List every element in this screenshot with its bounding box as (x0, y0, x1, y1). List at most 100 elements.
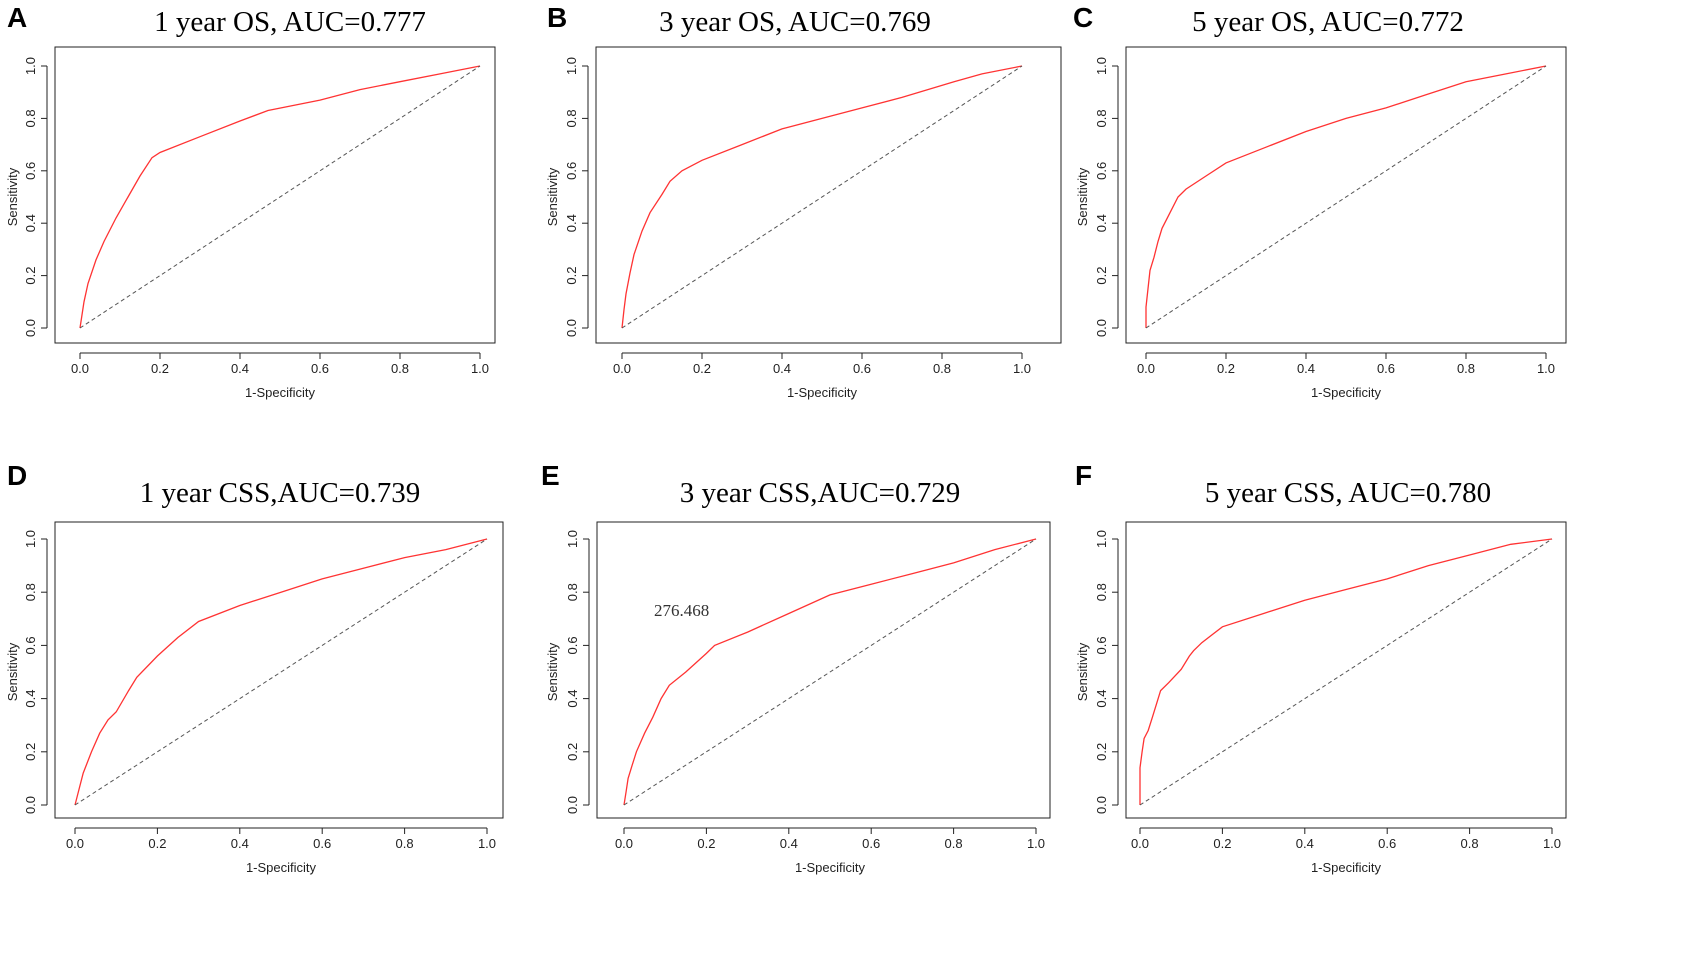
x-tick-label: 0.6 (862, 836, 880, 851)
reference-diagonal-line (74, 538, 488, 806)
panel-letter-d: D (7, 460, 28, 491)
x-tick-label: 0.6 (313, 836, 331, 851)
x-tick-label: 0.4 (780, 836, 798, 851)
reference-diagonal-line (79, 65, 481, 329)
y-axis-label: Sensitivity (5, 167, 20, 226)
y-tick-label: 0.2 (565, 743, 580, 761)
y-tick-label: 0.2 (1094, 267, 1109, 285)
y-tick-label: 0.8 (564, 109, 579, 127)
y-tick-label: 0.0 (1094, 796, 1109, 814)
x-tick-label: 0.0 (71, 361, 89, 376)
x-tick-label: 1.0 (1543, 836, 1561, 851)
y-tick-label: 0.8 (23, 583, 38, 601)
x-tick-label: 0.2 (151, 361, 169, 376)
y-tick-label: 0.6 (23, 162, 38, 180)
x-axis-label: 1-Specificity (1311, 385, 1382, 400)
y-tick-label: 1.0 (1094, 530, 1109, 548)
x-tick-label: 1.0 (1537, 361, 1555, 376)
y-tick-label: 0.2 (23, 743, 38, 761)
x-tick-label: 0.0 (1137, 361, 1155, 376)
x-tick-label: 0.6 (311, 361, 329, 376)
y-tick-label: 1.0 (564, 57, 579, 75)
roc-curve (621, 65, 1023, 329)
y-axis-label: Sensitivity (5, 642, 20, 701)
reference-diagonal-line (1145, 65, 1547, 329)
x-axis-label: 1-Specificity (246, 860, 317, 875)
plot-frame (1125, 521, 1567, 819)
x-tick-label: 1.0 (471, 361, 489, 376)
roc-chart-e: 0.0 0.2 0.4 0.6 0.8 1.0 1-Specificity 0.0 0.2 0.4… (545, 521, 1051, 875)
x-axis-label: 1-Specificity (1311, 860, 1382, 875)
roc-curve (74, 538, 488, 806)
panel-title-a: 1 year OS, AUC=0.777 (154, 6, 426, 38)
x-tick-label: 0.6 (853, 361, 871, 376)
panel-letter-e: E (541, 460, 560, 491)
x-axis-label: 1-Specificity (245, 385, 316, 400)
x-tick-label: 0.4 (1296, 836, 1314, 851)
reference-diagonal-line (621, 65, 1023, 329)
x-tick-label: 0.0 (66, 836, 84, 851)
y-tick-label: 0.6 (1094, 162, 1109, 180)
plot-frame (54, 521, 504, 819)
x-tick-label: 0.0 (615, 836, 633, 851)
y-axis-label: Sensitivity (545, 167, 560, 226)
x-tick-label: 0.2 (1217, 361, 1235, 376)
reference-diagonal-line (623, 538, 1037, 806)
x-axis-label: 1-Specificity (787, 385, 858, 400)
roc-curve (1139, 538, 1553, 805)
roc-curve (79, 65, 481, 329)
x-tick-label: 0.6 (1377, 361, 1395, 376)
y-tick-label: 0.6 (1094, 636, 1109, 654)
y-tick-label: 0.8 (1094, 109, 1109, 127)
roc-curve (623, 538, 1037, 806)
x-tick-label: 0.0 (1131, 836, 1149, 851)
panel-letter-a: A (7, 2, 28, 33)
y-tick-label: 0.4 (1094, 690, 1109, 708)
x-tick-label: 0.4 (1297, 361, 1315, 376)
roc-chart-d: 0.0 0.2 0.4 0.6 0.8 1.0 1-Specificity 0.0 0.2 0.4… (5, 521, 504, 875)
y-axis-label: Sensitivity (545, 642, 560, 701)
panel-title-d: 1 year CSS,AUC=0.739 (139, 477, 421, 509)
plot-frame (1125, 46, 1567, 344)
roc-curve (1145, 65, 1547, 328)
y-tick-label: 0.6 (23, 636, 38, 654)
x-tick-label: 0.4 (231, 361, 249, 376)
x-tick-label: 0.2 (697, 836, 715, 851)
y-tick-label: 0.2 (23, 267, 38, 285)
x-tick-label: 0.4 (231, 836, 249, 851)
y-tick-label: 0.0 (23, 796, 38, 814)
x-tick-label: 0.2 (148, 836, 166, 851)
roc-chart-a: 0.0 0.2 0.4 0.6 0.8 1.0 1-Specificity 0.0 0.2 0.4… (5, 46, 496, 400)
y-tick-label: 0.4 (565, 690, 580, 708)
reference-diagonal-line (1139, 538, 1553, 806)
panel-letter-f: F (1075, 460, 1093, 491)
x-tick-label: 0.8 (391, 361, 409, 376)
x-tick-label: 0.8 (1457, 361, 1475, 376)
y-tick-label: 0.4 (23, 214, 38, 232)
plot-frame (54, 46, 496, 344)
x-tick-label: 1.0 (1027, 836, 1045, 851)
panel-title-e: 3 year CSS,AUC=0.729 (679, 477, 961, 509)
x-tick-label: 0.8 (396, 836, 414, 851)
y-tick-label: 0.4 (564, 214, 579, 232)
x-tick-label: 0.4 (773, 361, 791, 376)
plot-frame (595, 46, 1062, 344)
x-tick-label: 0.6 (1378, 836, 1396, 851)
x-tick-label: 0.2 (693, 361, 711, 376)
y-tick-label: 0.4 (1094, 214, 1109, 232)
y-tick-label: 1.0 (23, 530, 38, 548)
y-axis-label: Sensitivity (1075, 642, 1090, 701)
y-tick-label: 0.0 (564, 319, 579, 337)
panel-letter-c: C (1073, 2, 1094, 33)
y-tick-label: 0.6 (564, 162, 579, 180)
cutoff-annotation: 276.468 (654, 601, 709, 620)
y-tick-label: 0.0 (23, 319, 38, 337)
y-tick-label: 0.8 (23, 109, 38, 127)
x-tick-label: 0.0 (613, 361, 631, 376)
x-axis-label: 1-Specificity (795, 860, 866, 875)
panel-letter-b: B (547, 2, 568, 33)
y-axis-label: Sensitivity (1075, 167, 1090, 226)
y-tick-label: 0.0 (1094, 319, 1109, 337)
y-tick-label: 1.0 (23, 57, 38, 75)
x-tick-label: 1.0 (1013, 361, 1031, 376)
